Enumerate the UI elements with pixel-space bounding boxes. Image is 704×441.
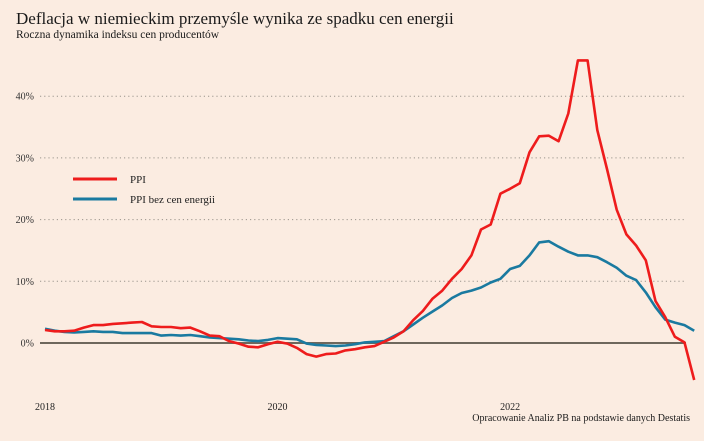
x-tick-label: 2020 <box>268 402 288 413</box>
x-tick-label: 2022 <box>500 402 520 413</box>
legend-label-ppi: PPI <box>130 174 146 186</box>
y-axis-ticks: 0% 10% 20% 30% 40% <box>16 92 34 350</box>
chart-subtitle: Roczna dynamika indeksu cen producentów <box>16 29 220 41</box>
y-tick-label: 40% <box>16 92 34 103</box>
x-tick-label: 2018 <box>35 402 55 413</box>
gridlines <box>40 95 686 282</box>
y-tick-label: 30% <box>16 153 34 164</box>
legend: PPI PPI bez cen energii <box>73 174 215 206</box>
chart-title: Deflacja w niemieckim przemyśle wynika z… <box>16 9 454 28</box>
y-tick-label: 0% <box>21 339 34 350</box>
y-tick-label: 20% <box>16 215 34 226</box>
series-line-ppi-ex-energy <box>44 239 695 348</box>
series-lines <box>44 59 696 381</box>
legend-label-ppi-ex-energy: PPI bez cen energii <box>130 194 215 206</box>
y-tick-label: 10% <box>16 277 34 288</box>
series-line-ppi <box>44 59 696 381</box>
source-note: Opracowanie Analiz PB na podstawie danyc… <box>472 413 690 424</box>
x-axis-ticks: 2018 2020 2022 <box>35 402 520 413</box>
